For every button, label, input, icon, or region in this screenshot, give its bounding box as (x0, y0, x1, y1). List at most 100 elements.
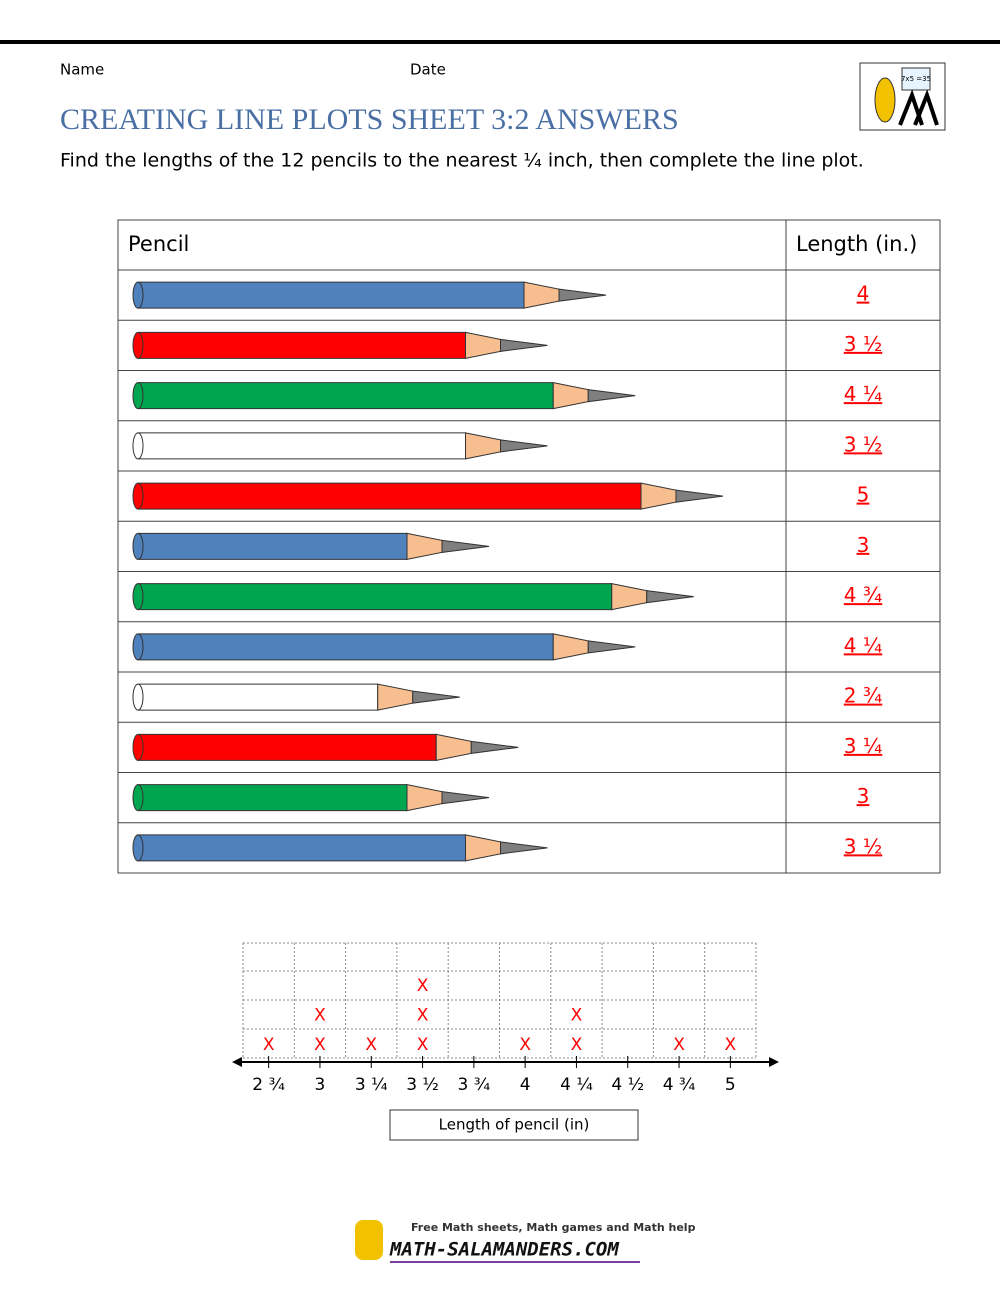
pencil (132, 683, 460, 711)
plot-mark: X (314, 1006, 326, 1026)
instruction: Find the lengths of the 12 pencils to th… (60, 150, 864, 172)
pencil-lead (675, 489, 724, 503)
footer-logo: Free Math sheets, Math games and Math he… (355, 1220, 696, 1263)
column-header: Length (in.) (796, 232, 917, 256)
pencil-lead (500, 841, 548, 855)
axis-label-box (389, 1109, 639, 1141)
pencil (132, 633, 636, 661)
pencil (132, 432, 548, 460)
plot-mark: X (519, 1035, 531, 1055)
pencil-body (137, 583, 613, 611)
pencil-lead (470, 740, 519, 754)
axis-arrow (769, 1057, 779, 1067)
plot-mark: X (314, 1035, 326, 1055)
logo-m (898, 89, 939, 126)
pencil-body (137, 281, 525, 309)
plot-mark: X (263, 1035, 275, 1055)
pencil-body (137, 784, 408, 812)
plot-mark: X (571, 1035, 583, 1055)
answer: 3 (857, 784, 870, 808)
pencil-wood (640, 482, 677, 510)
footer-tagline: Free Math sheets, Math games and Math he… (411, 1221, 696, 1234)
pencil-end (132, 281, 144, 309)
footer-salamander (355, 1220, 383, 1260)
tick-label: 2 ¾ (252, 1075, 285, 1095)
answer: 4 ¼ (844, 633, 882, 657)
answer: 3 ¼ (844, 734, 882, 758)
pencil-body (137, 382, 554, 410)
pencil (132, 331, 548, 359)
plot-mark: X (417, 1035, 429, 1055)
tick-label: 4 ¾ (663, 1075, 696, 1095)
pencil-body (137, 532, 408, 560)
tick-label: 5 (725, 1075, 736, 1095)
pencil-lead (646, 590, 694, 604)
pencil-end (132, 382, 144, 410)
answer: 5 (857, 483, 870, 507)
pencil-end (132, 834, 144, 862)
pencil-body (137, 432, 466, 460)
pencil-lead (587, 389, 636, 403)
pencil (132, 784, 490, 812)
pencil-lead (500, 439, 548, 453)
pencil (132, 382, 636, 410)
tick-label: 3 ½ (406, 1075, 439, 1095)
tick-label: 3 (315, 1075, 326, 1095)
plot-mark: X (365, 1035, 377, 1055)
pencil-end (132, 331, 144, 359)
pencil-wood (465, 432, 501, 460)
tick-label: 4 ½ (611, 1075, 644, 1095)
plot-mark: X (571, 1006, 583, 1026)
tick-label: 3 ¾ (457, 1075, 490, 1095)
column-header: Pencil (128, 232, 189, 256)
pencil-body (137, 733, 437, 761)
pencil-body (137, 482, 642, 510)
tick-label: 3 ¼ (355, 1075, 388, 1095)
pencil-end (132, 432, 144, 460)
footer-site: MATH-SALAMANDERS.COM (389, 1239, 619, 1261)
answer: 3 (857, 533, 870, 557)
axis-arrow (232, 1057, 242, 1067)
pencil-table: Pencil Length (in.) 4 3 ½ 4 ¼ 3 ½ 5 3 4 ¾ 4 ¼ 2 … (117, 219, 941, 874)
pencil-lead (587, 640, 636, 654)
answer: 4 (857, 282, 870, 306)
pencil (132, 281, 607, 309)
pencil-wood (435, 733, 472, 761)
pencil-lead (441, 539, 490, 553)
title: CREATING LINE PLOTS SHEET 3:2 ANSWERS (60, 103, 679, 136)
pencil-wood (552, 633, 589, 661)
answer: 3 ½ (844, 332, 882, 356)
pencil-wood (523, 281, 560, 309)
pencil-wood (611, 583, 648, 611)
pencil-end (132, 633, 144, 661)
pencil (132, 482, 724, 510)
top-rule (0, 40, 1000, 44)
pencil (132, 532, 490, 560)
pencil-wood (465, 834, 501, 862)
axis-label: Length of pencil (in) (439, 1116, 590, 1134)
pencil-wood (552, 382, 589, 410)
plot-mark: X (673, 1035, 685, 1055)
pencil (132, 583, 694, 611)
pencil (132, 733, 519, 761)
answer: 3 ½ (844, 432, 882, 456)
table-border (117, 219, 941, 874)
pencil-end (132, 583, 144, 611)
tick-label: 4 ¼ (560, 1075, 593, 1095)
pencil-end (132, 482, 144, 510)
pencil-body (137, 683, 379, 711)
pencil-end (132, 784, 144, 812)
date-label: Date (410, 61, 446, 79)
pencil-lead (500, 338, 548, 352)
pencil-end (132, 532, 144, 560)
logo-text: 7x5 =35 (901, 75, 931, 83)
answer: 2 ¾ (844, 684, 882, 708)
pencil-end (132, 683, 144, 711)
logo: 7x5 =35 (859, 62, 946, 131)
answer: 3 ½ (844, 834, 882, 858)
pencil-wood (377, 683, 414, 711)
answer: 4 ¼ (844, 382, 882, 406)
